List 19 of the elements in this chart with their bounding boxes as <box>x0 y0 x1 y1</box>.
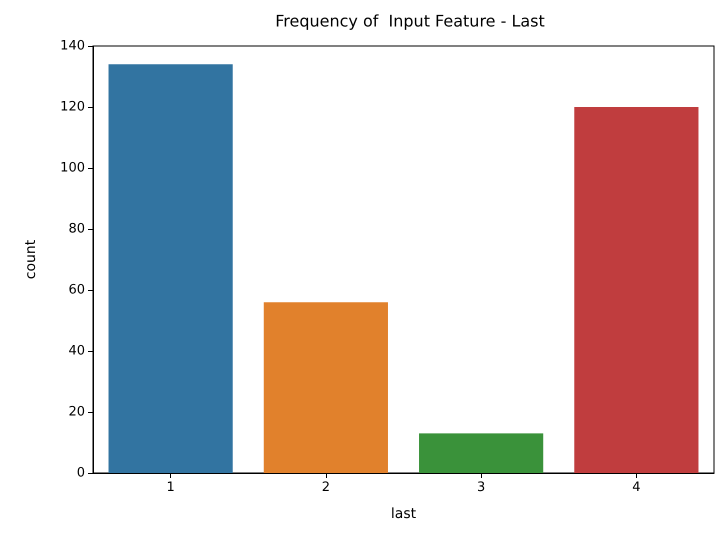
chart-title: Frequency of Input Feature - Last <box>275 12 545 30</box>
bar <box>574 107 698 473</box>
y-tick-label: 120 <box>60 100 85 114</box>
x-tick-label: 2 <box>322 480 330 495</box>
y-tick-label: 100 <box>60 160 85 176</box>
bar <box>419 433 544 473</box>
bar <box>264 302 388 473</box>
x-tick-label: 3 <box>476 480 486 495</box>
x-tick-label: 4 <box>632 480 641 495</box>
y-tick-label: 80 <box>68 222 85 236</box>
y-axis-title: count <box>23 239 39 280</box>
y-tick-label: 140 <box>60 38 85 54</box>
y-tick-label: 20 <box>68 404 85 420</box>
x-axis-title: last <box>390 506 417 522</box>
y-tick-label: 60 <box>68 282 85 298</box>
y-tick-label: 0 <box>76 466 85 480</box>
y-tick-label: 40 <box>68 344 85 358</box>
bar <box>108 64 233 473</box>
x-tick-label: 1 <box>166 480 175 495</box>
